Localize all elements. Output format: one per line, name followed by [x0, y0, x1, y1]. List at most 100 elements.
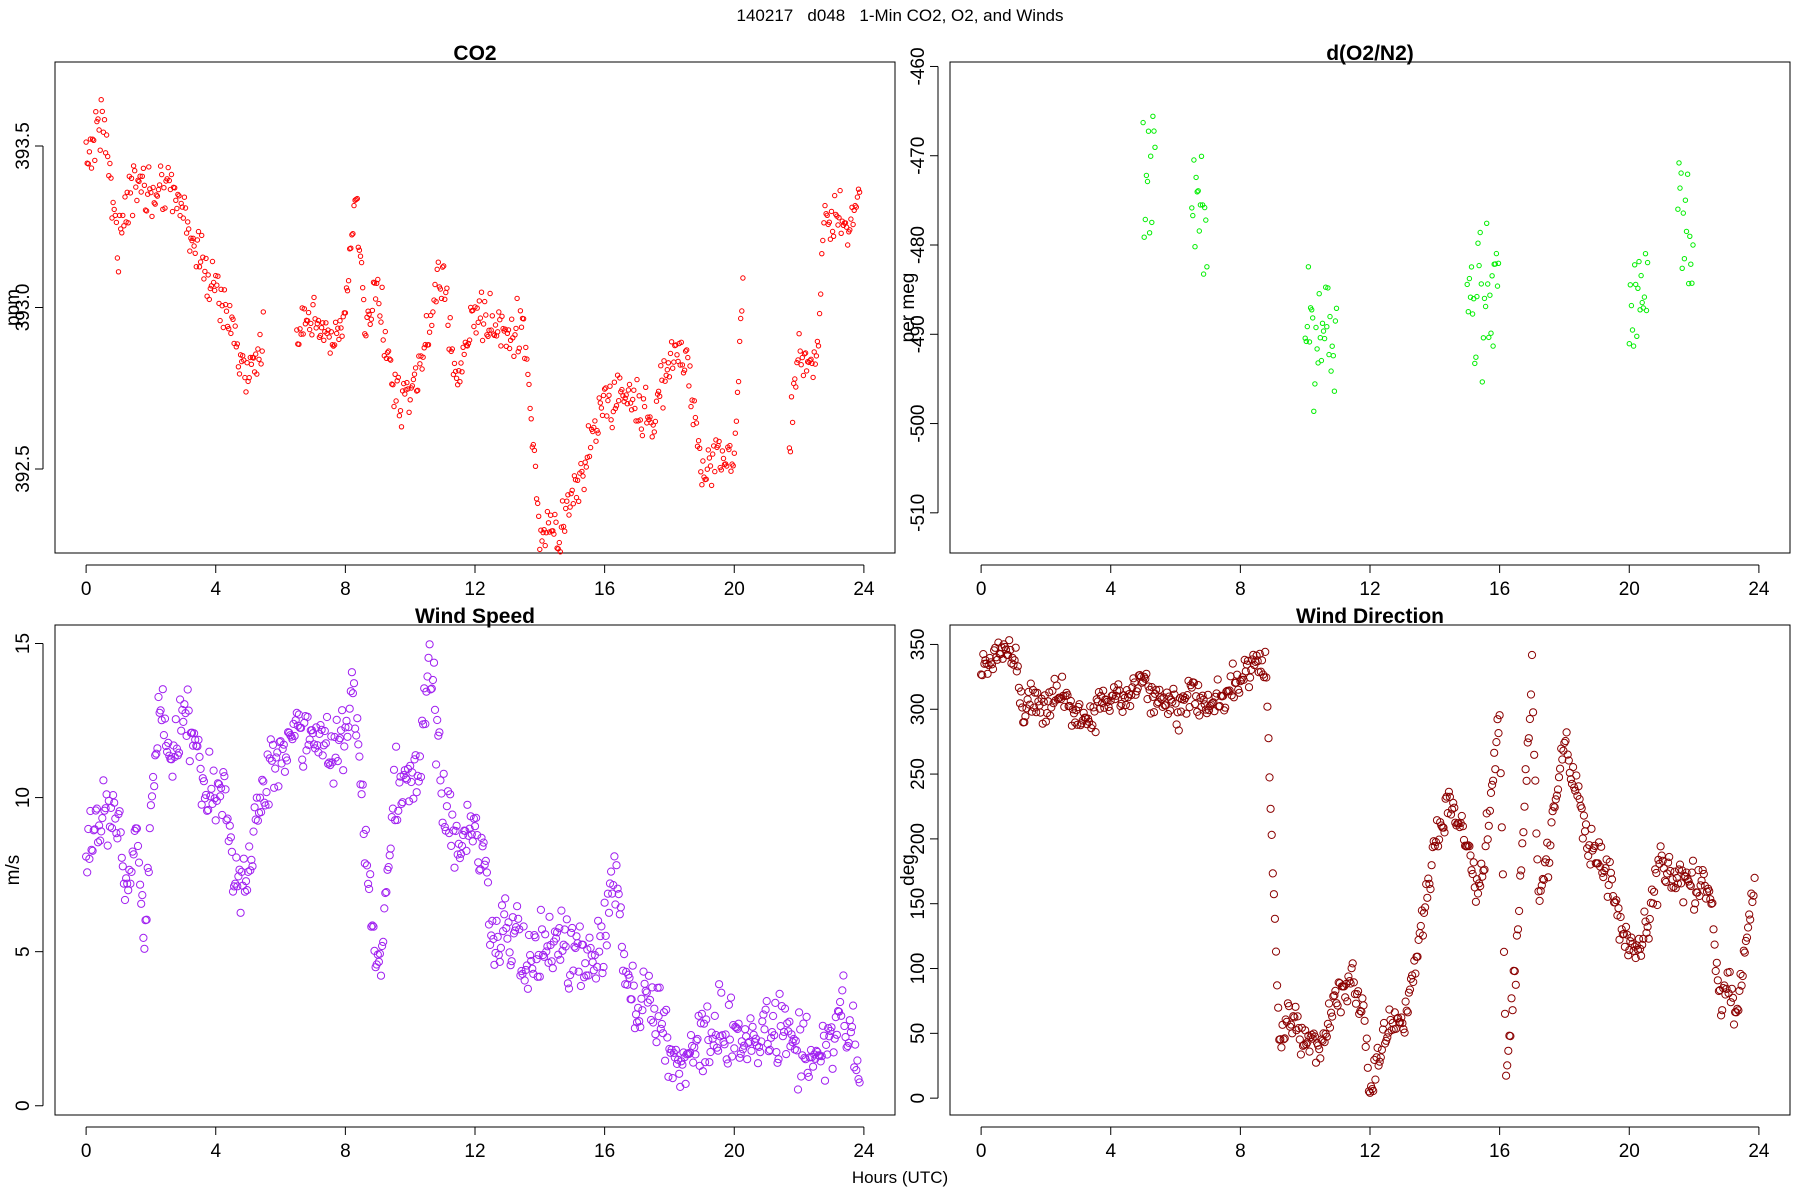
- wind-direction-point: [1749, 891, 1758, 900]
- co2-point: [88, 165, 95, 171]
- wind-speed-point: [741, 1025, 750, 1034]
- wind-speed-point: [752, 1041, 762, 1050]
- co2-point: [562, 528, 568, 534]
- o2n2-point: [1144, 178, 1151, 185]
- wind-direction-point: [1398, 1019, 1407, 1028]
- wind-direction-point: [1463, 842, 1472, 851]
- wind-direction-point: [1375, 1057, 1384, 1066]
- o2n2-point: [1329, 343, 1335, 349]
- wind-speed-point: [596, 932, 605, 941]
- co2-point: [734, 389, 741, 395]
- co2-point: [242, 374, 248, 381]
- o2n2-point: [1475, 240, 1481, 246]
- co2-point: [793, 384, 799, 390]
- wind-speed-point: [305, 735, 314, 744]
- co2-point: [830, 233, 837, 240]
- wind-speed-point: [280, 767, 289, 776]
- wind-speed-point: [340, 742, 349, 751]
- wind-direction-point: [1425, 879, 1434, 889]
- wind-speed-point: [257, 808, 266, 817]
- wind-direction-point: [1671, 884, 1680, 893]
- co2-point: [375, 276, 381, 283]
- o2n2-point: [1482, 303, 1489, 310]
- wind-speed-point: [402, 775, 411, 784]
- co2-point: [637, 417, 643, 423]
- co2-point: [248, 361, 255, 367]
- co2-point: [496, 309, 502, 315]
- wind-direction-point: [1727, 984, 1737, 993]
- co2-point: [344, 288, 351, 294]
- wind-speed-point: [360, 859, 369, 868]
- wind-direction-point: [1729, 1020, 1739, 1029]
- wind-speed-point: [472, 813, 481, 823]
- co2-point: [441, 263, 447, 269]
- wind-direction-point: [1594, 838, 1604, 847]
- co2-point: [583, 464, 589, 470]
- co2-point: [356, 247, 363, 253]
- wind-speed-point: [847, 1022, 857, 1032]
- co2-point: [569, 487, 575, 493]
- wind-speed-point: [240, 887, 249, 896]
- wind-direction-point: [1533, 855, 1542, 864]
- wind-speed-point: [185, 757, 194, 766]
- wind-direction-point: [1086, 702, 1095, 711]
- wind-speed-point: [424, 653, 433, 662]
- o2n2-point: [1314, 346, 1320, 352]
- wind-direction-point: [1079, 708, 1088, 717]
- co2-point: [837, 187, 843, 194]
- wind-speed-point: [381, 888, 390, 898]
- o2n2-point: [1325, 285, 1331, 291]
- co2-y-tick-label: 393.5: [13, 122, 34, 170]
- co2-plot-frame: [54, 61, 896, 554]
- o2n2-point: [1303, 338, 1310, 345]
- wind-speed-point: [365, 884, 374, 894]
- co2-point: [512, 332, 518, 338]
- wind-direction-point: [1605, 857, 1614, 867]
- wind-direction-point: [1269, 890, 1279, 899]
- wind-direction-point: [1685, 880, 1694, 889]
- wind-speed-point: [791, 1036, 800, 1045]
- co2-point: [384, 349, 391, 356]
- wind-speed-point: [190, 729, 199, 738]
- wind-speed-point: [649, 1018, 658, 1027]
- wind-direction-point: [1484, 821, 1493, 830]
- wind-speed-point: [436, 776, 445, 785]
- wind-speed-point: [620, 950, 629, 959]
- co2-point: [148, 189, 154, 196]
- wind-direction-point: [1268, 869, 1277, 878]
- wind-direction-point: [1203, 690, 1213, 699]
- co2-point: [423, 313, 430, 319]
- o2n2-point: [1478, 281, 1485, 287]
- co2-point: [409, 383, 415, 389]
- o2n2-point: [1200, 271, 1207, 277]
- wind-direction-point: [1190, 700, 1200, 709]
- co2-point: [438, 295, 445, 302]
- wind-speed-point: [492, 916, 501, 926]
- co2-point: [598, 405, 605, 411]
- wind-direction-point: [1493, 715, 1502, 724]
- co2-point: [655, 388, 662, 394]
- wind-speed-point: [401, 774, 410, 783]
- wind-speed-point: [528, 964, 537, 973]
- wind-direction-point: [1006, 645, 1015, 655]
- o2n2-point: [1473, 354, 1479, 360]
- co2-point: [475, 319, 481, 325]
- wind-direction-x-tick-label: 20: [1619, 1141, 1640, 1162]
- wind-direction-point: [1496, 769, 1505, 778]
- wind-direction-point: [1708, 899, 1717, 908]
- wind-direction-point: [1457, 811, 1466, 821]
- wind-direction-point: [1660, 876, 1670, 885]
- wind-direction-point: [979, 650, 988, 659]
- wind-speed-point: [171, 715, 180, 724]
- wind-direction-point: [1745, 910, 1754, 919]
- co2-point: [172, 185, 178, 191]
- o2n2-point: [1485, 281, 1491, 287]
- wind-speed-point: [652, 1038, 661, 1047]
- co2-point: [151, 200, 157, 206]
- wind-speed-point: [755, 1042, 764, 1052]
- wind-speed-point: [235, 865, 244, 874]
- o2n2-point: [1681, 256, 1688, 262]
- o2n2-point: [1304, 323, 1311, 330]
- wind-direction-point: [1304, 1031, 1313, 1040]
- co2-point: [517, 308, 524, 314]
